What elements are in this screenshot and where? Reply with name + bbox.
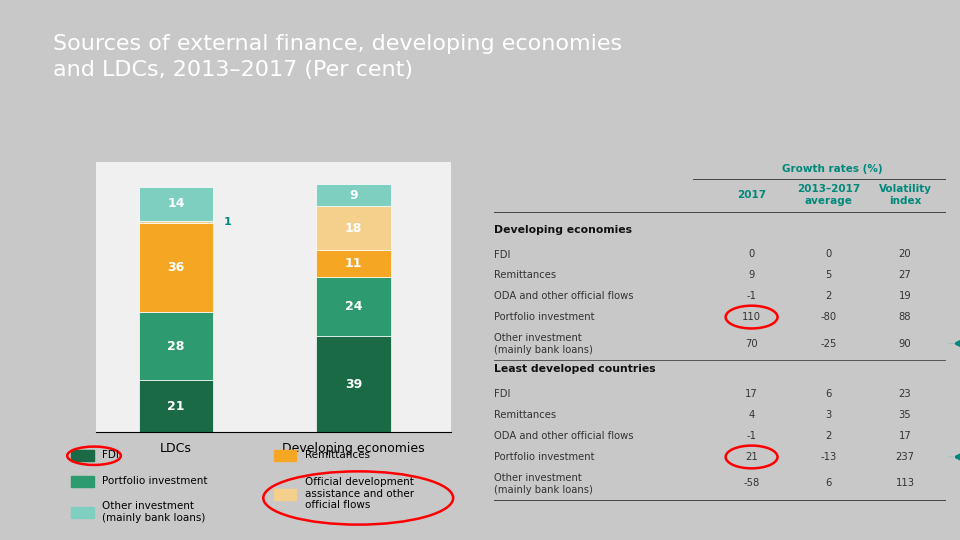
Text: 5: 5 bbox=[825, 270, 831, 280]
Text: Remittances: Remittances bbox=[494, 410, 557, 420]
Text: Other investment
(mainly bank loans): Other investment (mainly bank loans) bbox=[103, 502, 205, 523]
Text: Growth rates (%): Growth rates (%) bbox=[782, 165, 883, 174]
Text: 4: 4 bbox=[749, 410, 755, 420]
Text: 18: 18 bbox=[345, 222, 362, 235]
Text: Least developed countries: Least developed countries bbox=[494, 364, 656, 374]
Text: FDI: FDI bbox=[494, 249, 511, 260]
Text: 35: 35 bbox=[899, 410, 911, 420]
Text: 17: 17 bbox=[899, 431, 911, 441]
Text: -13: -13 bbox=[820, 452, 836, 462]
Text: 21: 21 bbox=[745, 452, 758, 462]
Text: 17: 17 bbox=[745, 389, 758, 399]
Text: -58: -58 bbox=[743, 478, 759, 488]
Text: 36: 36 bbox=[167, 261, 184, 274]
Text: Portfolio investment: Portfolio investment bbox=[494, 452, 595, 462]
Text: -80: -80 bbox=[820, 312, 836, 322]
Text: 39: 39 bbox=[345, 377, 362, 390]
Text: Portfolio investment: Portfolio investment bbox=[494, 312, 595, 322]
Text: 9: 9 bbox=[349, 188, 358, 201]
Bar bbox=[138, 224, 213, 312]
Text: 2: 2 bbox=[825, 291, 831, 301]
Text: 3: 3 bbox=[826, 410, 831, 420]
Bar bbox=[138, 186, 213, 221]
Bar bbox=[316, 206, 391, 251]
Text: 90: 90 bbox=[899, 339, 911, 348]
Bar bbox=[138, 312, 213, 381]
Text: 110: 110 bbox=[742, 312, 761, 322]
Text: Other investment
(mainly bank loans): Other investment (mainly bank loans) bbox=[494, 473, 593, 495]
Text: 21: 21 bbox=[167, 400, 184, 413]
Bar bbox=[71, 450, 94, 461]
Text: 6: 6 bbox=[825, 478, 831, 488]
Bar bbox=[71, 507, 94, 518]
Bar bbox=[316, 278, 391, 336]
Text: FDI: FDI bbox=[494, 389, 511, 400]
Text: ODA and other official flows: ODA and other official flows bbox=[494, 431, 634, 441]
Text: 237: 237 bbox=[896, 452, 915, 462]
Text: 2: 2 bbox=[825, 431, 831, 441]
Bar bbox=[71, 476, 94, 487]
Bar bbox=[274, 489, 297, 500]
Text: 11: 11 bbox=[345, 258, 362, 271]
Text: 113: 113 bbox=[896, 478, 915, 488]
Text: Sources of external finance, developing economies
and LDCs, 2013–2017 (Per cent): Sources of external finance, developing … bbox=[53, 34, 622, 80]
Bar bbox=[316, 184, 391, 206]
Text: 20: 20 bbox=[899, 249, 911, 259]
Text: Developing economies: Developing economies bbox=[494, 225, 633, 234]
Text: 0: 0 bbox=[749, 249, 755, 259]
Text: 6: 6 bbox=[825, 389, 831, 399]
Text: 24: 24 bbox=[345, 300, 362, 313]
Text: Other investment
(mainly bank loans): Other investment (mainly bank loans) bbox=[494, 333, 593, 355]
Text: FDI: FDI bbox=[103, 450, 119, 460]
Text: Remittances: Remittances bbox=[304, 450, 370, 460]
Text: 27: 27 bbox=[899, 270, 911, 280]
Bar bbox=[316, 251, 391, 278]
Text: 1: 1 bbox=[224, 217, 231, 227]
Bar bbox=[138, 381, 213, 432]
Text: -1: -1 bbox=[747, 431, 756, 441]
Text: 19: 19 bbox=[899, 291, 911, 301]
Text: Volatility
index: Volatility index bbox=[878, 184, 931, 206]
Text: -1: -1 bbox=[747, 291, 756, 301]
Text: 9: 9 bbox=[749, 270, 755, 280]
Bar bbox=[138, 221, 213, 224]
Text: 14: 14 bbox=[167, 197, 184, 210]
Text: -25: -25 bbox=[820, 339, 836, 348]
Text: 2017: 2017 bbox=[737, 190, 766, 200]
Bar bbox=[316, 336, 391, 432]
Text: 28: 28 bbox=[167, 340, 184, 353]
Text: 70: 70 bbox=[745, 339, 757, 348]
Text: Portfolio investment: Portfolio investment bbox=[103, 476, 207, 486]
Bar bbox=[274, 450, 297, 461]
Text: 88: 88 bbox=[899, 312, 911, 322]
Text: 2013–2017
average: 2013–2017 average bbox=[797, 184, 860, 206]
Text: Official development
assistance and other
official flows: Official development assistance and othe… bbox=[304, 477, 414, 510]
Text: Remittances: Remittances bbox=[494, 271, 557, 280]
Text: ODA and other official flows: ODA and other official flows bbox=[494, 292, 634, 301]
Text: 0: 0 bbox=[826, 249, 831, 259]
Text: 23: 23 bbox=[899, 389, 911, 399]
